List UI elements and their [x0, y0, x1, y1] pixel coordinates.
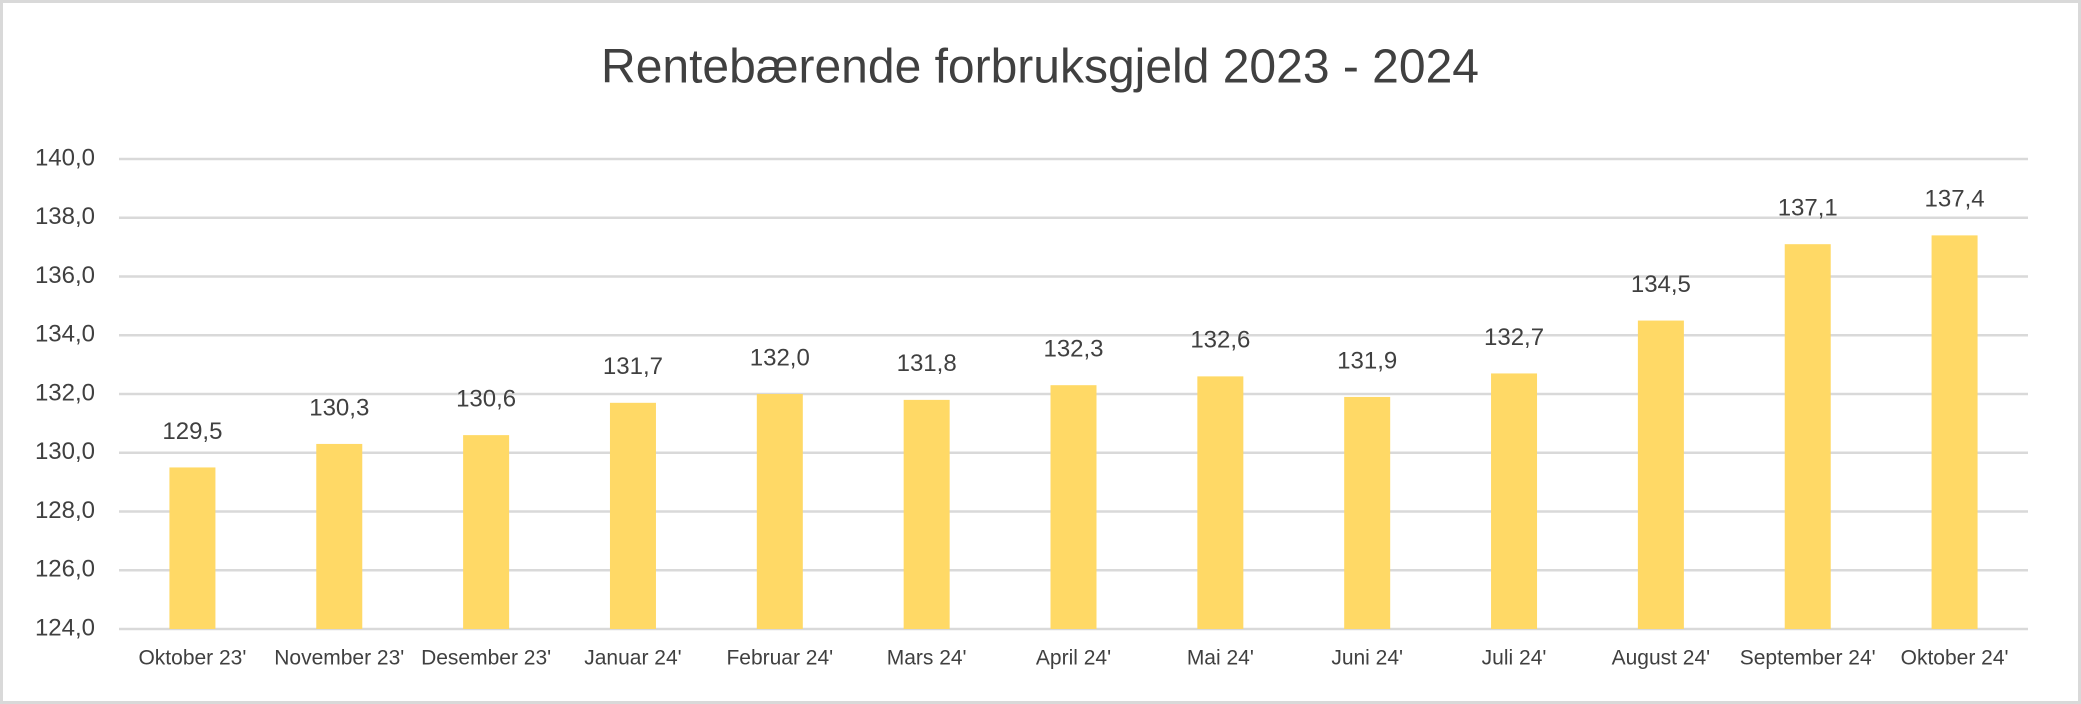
value-label: 130,3 [309, 394, 369, 421]
bar [1344, 396, 1391, 629]
value-label: 132,7 [1484, 324, 1544, 351]
bar [756, 394, 803, 629]
x-tick-label: November 23' [274, 647, 404, 670]
value-label: 132,6 [1190, 327, 1250, 354]
bar [1637, 320, 1684, 629]
x-tick-label: Oktober 23' [138, 647, 246, 670]
x-tick-label: Mars 24' [887, 647, 967, 670]
y-tick-label: 132,0 [35, 379, 95, 406]
bar [316, 443, 363, 629]
x-tick-label: Januar 24' [584, 647, 681, 670]
y-tick-label: 136,0 [35, 262, 95, 289]
value-label: 131,8 [897, 350, 957, 377]
x-tick-label: Juli 24' [1482, 647, 1547, 670]
bar [463, 435, 510, 629]
value-label: 137,1 [1778, 195, 1838, 222]
x-tick-label: September 24' [1740, 647, 1876, 670]
bar [1197, 376, 1244, 629]
y-tick-label: 124,0 [35, 614, 95, 641]
bar [1050, 385, 1097, 629]
bar [169, 467, 216, 629]
x-tick-label: Oktober 24' [1901, 647, 2009, 670]
x-tick-label: August 24' [1612, 647, 1711, 670]
y-tick-label: 140,0 [35, 144, 95, 171]
x-tick-label: Desember 23' [421, 647, 551, 670]
bar [1491, 373, 1538, 629]
y-tick-label: 138,0 [35, 203, 95, 230]
value-label: 137,4 [1925, 186, 1985, 213]
value-label: 131,7 [603, 353, 663, 380]
value-label: 134,5 [1631, 271, 1691, 298]
x-tick-label: Februar 24' [726, 647, 833, 670]
value-label: 132,3 [1043, 336, 1103, 363]
value-label: 131,9 [1337, 347, 1397, 374]
bar [609, 402, 656, 629]
x-tick-label: April 24' [1036, 647, 1111, 670]
x-tick-label: Mai 24' [1187, 647, 1254, 670]
bar [903, 399, 950, 629]
y-tick-label: 130,0 [35, 438, 95, 465]
y-tick-label: 128,0 [35, 497, 95, 524]
value-label: 129,5 [162, 418, 222, 445]
y-tick-label: 134,0 [35, 321, 95, 348]
x-tick-label: Juni 24' [1331, 647, 1403, 670]
y-tick-label: 126,0 [35, 556, 95, 583]
value-label: 130,6 [456, 385, 516, 412]
bar [1784, 244, 1831, 629]
value-label: 132,0 [750, 344, 810, 371]
chart-title: Rentebærende forbruksgjeld 2023 - 2024 [601, 41, 1479, 94]
bar [1931, 235, 1978, 629]
